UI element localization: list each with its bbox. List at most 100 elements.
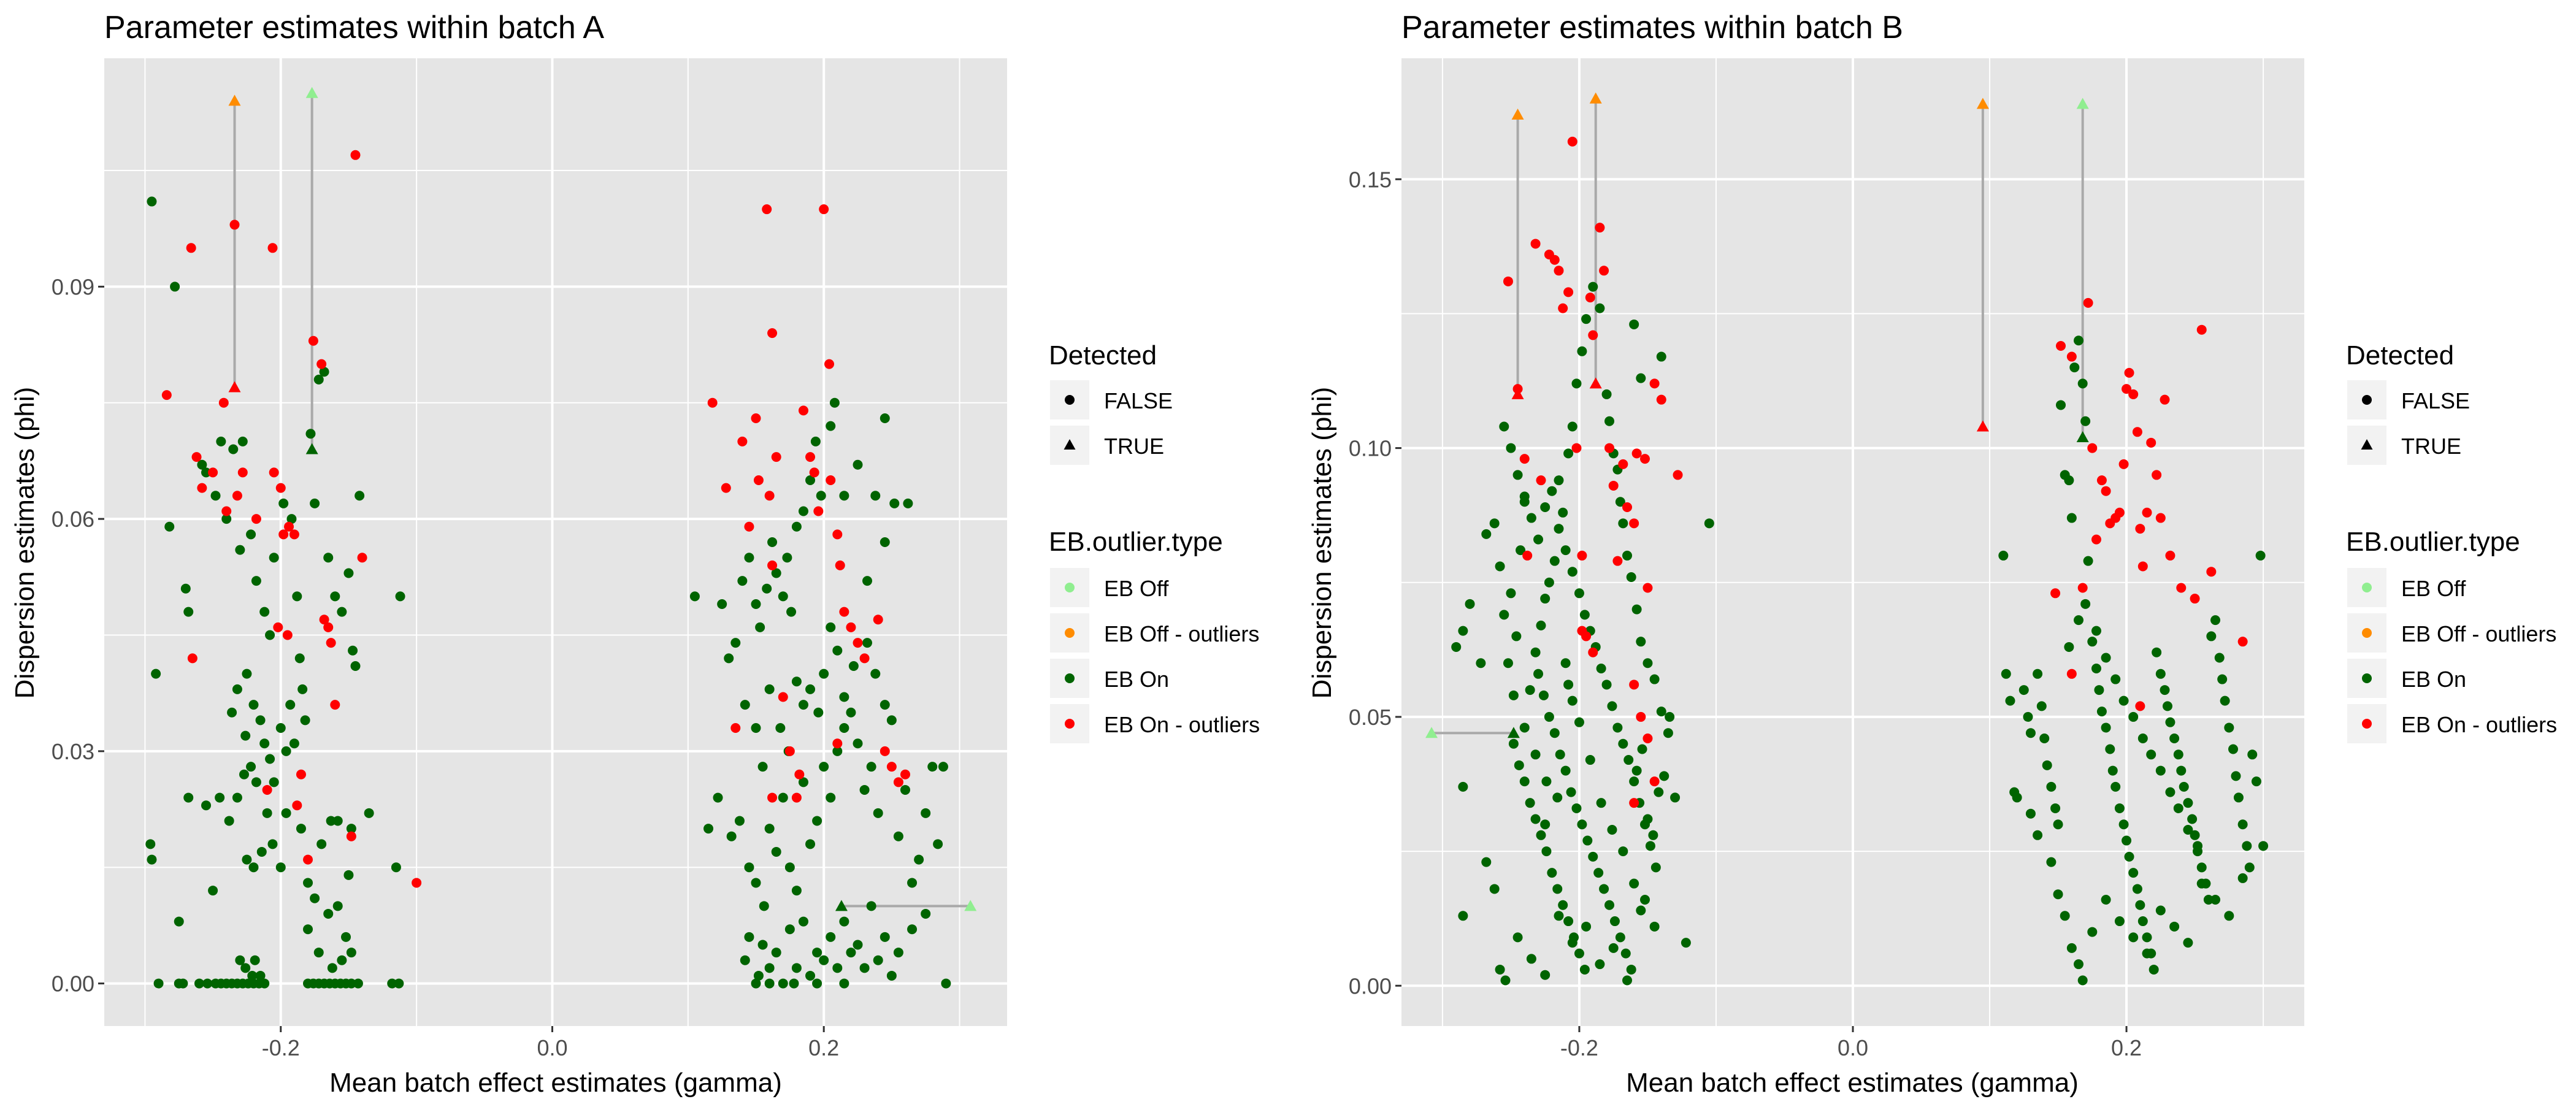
point-eb-on — [197, 459, 207, 470]
legend-swatch-eb-on — [1065, 673, 1075, 683]
point-eb-on — [2183, 825, 2193, 835]
point-eb-on — [2217, 674, 2228, 684]
point-eb-on — [2165, 787, 2175, 797]
point-eb-on — [755, 622, 765, 632]
point-eb-on — [1636, 373, 1646, 383]
point-eb-on — [326, 816, 336, 826]
point-eb-on — [2046, 781, 2057, 792]
point-eb-on — [1536, 620, 1546, 630]
point-eb-on — [2001, 668, 2011, 679]
y-tick-label: 0.15 — [1349, 167, 1392, 192]
point-eb-on-outliers — [186, 243, 196, 253]
point-eb-on — [1998, 550, 2009, 561]
point-eb-on — [907, 924, 918, 935]
legend-detected-title: Detected — [2346, 340, 2454, 370]
point-eb-on — [819, 762, 829, 772]
point-eb-on — [762, 583, 772, 594]
point-eb-on — [2228, 744, 2239, 754]
point-eb-on — [2064, 475, 2074, 486]
point-eb-on-outliers — [350, 150, 361, 160]
point-eb-on — [247, 970, 258, 981]
point-eb-on — [1637, 744, 1647, 754]
point-eb-on — [805, 684, 816, 694]
point-eb-on — [1643, 658, 1653, 668]
point-eb-on — [1588, 851, 1598, 862]
point-eb-on — [1552, 884, 1563, 894]
point-eb-on — [353, 978, 363, 989]
point-eb-on-outliers — [2096, 475, 2107, 486]
point-eb-on — [2091, 664, 2101, 674]
point-eb-on-outliers — [1558, 303, 1568, 313]
point-eb-on — [805, 839, 816, 849]
point-eb-on-outliers — [191, 452, 202, 462]
point-eb-on-outliers — [1599, 266, 1609, 276]
point-eb-on — [164, 521, 175, 532]
point-eb-on — [1604, 416, 1615, 426]
point-eb-on-outliers — [707, 397, 718, 408]
point-eb-on-outliers — [2237, 637, 2248, 647]
point-triangle-eb-off — [964, 900, 977, 911]
point-eb-on — [1704, 518, 1714, 529]
point-eb-on — [2237, 873, 2248, 883]
point-eb-on — [343, 870, 354, 880]
point-eb-on — [1639, 819, 1650, 830]
point-eb-on-outliers — [1631, 448, 1642, 459]
point-eb-on — [744, 862, 754, 873]
point-eb-on — [778, 978, 788, 989]
point-eb-on-outliers — [1549, 255, 1560, 265]
point-eb-on — [893, 831, 903, 841]
point-eb-on — [210, 491, 221, 501]
point-eb-on — [744, 553, 754, 563]
point-eb-on — [323, 553, 334, 563]
point-eb-on — [819, 668, 829, 679]
point-eb-on — [1512, 932, 1523, 943]
y-axis-label: Dispersion estimates (phi) — [1307, 387, 1337, 699]
point-eb-on-outliers — [275, 483, 286, 493]
point-eb-on — [145, 839, 156, 849]
legend-label-eb-on-outliers: EB On - outliers — [1104, 712, 1260, 737]
point-eb-on — [221, 514, 232, 524]
point-eb-on — [1526, 954, 1536, 964]
point-eb-on — [880, 413, 890, 424]
point-triangle-eb-on — [1507, 727, 1520, 738]
point-eb-on — [1579, 610, 1590, 620]
point-eb-on — [1511, 631, 1522, 642]
point-eb-on-outliers — [303, 854, 313, 865]
legend-circle-marker — [1065, 395, 1075, 405]
point-eb-on — [764, 684, 775, 694]
point-triangle-eb-on-outliers — [1511, 388, 1524, 399]
point-eb-on — [265, 754, 275, 764]
point-eb-on — [914, 854, 924, 865]
point-triangle-eb-off-outliers — [1976, 98, 1989, 109]
point-triangle-eb-on-outliers — [1976, 420, 1989, 432]
point-triangle-eb-off-outliers — [228, 94, 241, 106]
point-eb-on — [2118, 819, 2129, 830]
panel-batch-b: Parameter estimates within batch B -0.2 0… — [1307, 10, 2304, 1098]
point-eb-on — [1512, 470, 1523, 480]
point-triangle-eb-on-outliers — [1589, 377, 1602, 389]
point-eb-on — [2149, 964, 2159, 975]
legend-type-title: EB.outlier.type — [2346, 527, 2520, 557]
point-eb-on-outliers — [2196, 324, 2207, 335]
point-eb-on — [764, 978, 775, 989]
point-eb-on — [2122, 835, 2132, 846]
point-eb-on-outliers — [2114, 507, 2125, 518]
y-tick-label: 0.10 — [1349, 436, 1392, 461]
point-eb-on — [1618, 518, 1628, 529]
point-eb-on-outliers — [2142, 507, 2152, 518]
point-eb-on — [1618, 738, 1628, 749]
point-eb-on — [147, 854, 157, 865]
point-eb-on — [215, 792, 225, 803]
point-eb-on — [2142, 932, 2152, 943]
point-eb-on — [846, 707, 856, 718]
point-eb-on — [332, 901, 343, 911]
point-eb-on-outliers — [273, 622, 283, 632]
point-eb-on — [1560, 658, 1571, 668]
point-eb-on — [900, 784, 910, 795]
point-eb-on — [1530, 647, 1541, 657]
point-eb-on — [202, 978, 213, 989]
point-eb-on — [2036, 701, 2047, 711]
point-eb-on-outliers — [778, 692, 788, 702]
point-eb-on — [1626, 572, 1636, 582]
point-eb-on — [880, 932, 890, 942]
